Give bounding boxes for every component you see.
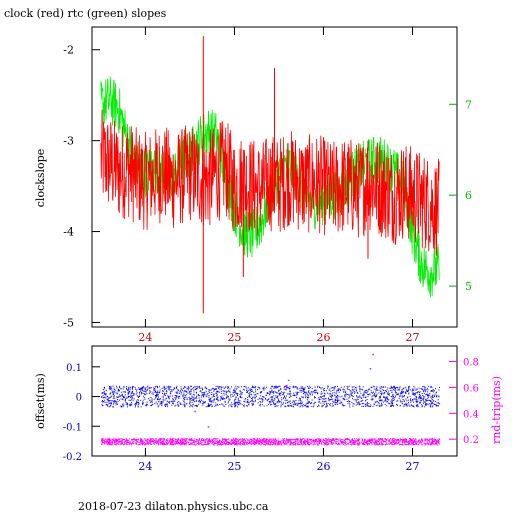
series-offset-points <box>101 385 441 408</box>
slope-y-label: clockslope <box>34 149 47 207</box>
x-tick-label: 25 <box>227 331 241 344</box>
y2-tick-label: 0.6 <box>463 383 479 394</box>
rndtrip-outlier <box>369 368 372 370</box>
x-tick-label: 24 <box>138 331 152 344</box>
y-tick-label: 0 <box>76 393 82 404</box>
offset-frame <box>91 345 458 457</box>
rndtrip-outlier <box>194 410 196 413</box>
rndtrip-outlier <box>207 426 210 428</box>
y2-tick-label: 0.2 <box>463 435 479 446</box>
rndtrip-outlier <box>372 353 374 356</box>
x-tick-label: 26 <box>316 331 330 344</box>
rndtrip-y-label: rnd-trip(ms) <box>490 376 503 444</box>
footer-text: 2018-07-23 dilaton.physics.ubc.ca <box>78 500 269 512</box>
rndtrip-outlier <box>287 379 290 382</box>
chart-title: clock (red) rtc (green) slopes <box>4 7 167 20</box>
y-tick-label: -4 <box>63 226 74 239</box>
y-tick-label: 0.1 <box>66 363 82 374</box>
x-tick-label: 24 <box>138 460 152 473</box>
offset-plot-area <box>101 353 441 446</box>
slope-plot-area <box>100 36 440 314</box>
y-tick-label: -2 <box>63 44 74 57</box>
x-tick-label: 25 <box>227 460 241 473</box>
offset-y-label: offset(ms) <box>34 373 47 429</box>
y2-tick-label: 6 <box>465 189 472 202</box>
y-tick-label: -0.1 <box>63 422 82 433</box>
x-tick-label: 27 <box>405 331 419 344</box>
y2-tick-label: 0.4 <box>463 409 479 420</box>
y2-tick-label: 7 <box>465 98 472 111</box>
series-rnd-trip-points <box>101 438 441 446</box>
x-tick-label: 26 <box>316 460 330 473</box>
rndtrip-outlier <box>286 384 288 387</box>
series-clock-line <box>100 109 440 256</box>
y-tick-label: -3 <box>63 135 74 148</box>
y2-tick-label: 0.8 <box>463 358 479 369</box>
y2-tick-label: 5 <box>465 280 472 293</box>
slope-frame <box>91 26 458 328</box>
x-tick-label: 27 <box>405 460 419 473</box>
y-tick-label: -0.2 <box>63 452 82 463</box>
y-tick-label: -5 <box>63 316 74 329</box>
